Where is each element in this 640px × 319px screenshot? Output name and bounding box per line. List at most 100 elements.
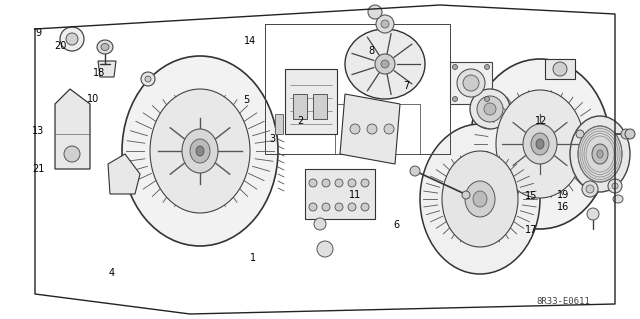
Circle shape	[462, 191, 470, 199]
Ellipse shape	[420, 124, 540, 274]
Ellipse shape	[536, 139, 544, 149]
Ellipse shape	[625, 129, 635, 139]
Circle shape	[576, 130, 584, 138]
Ellipse shape	[101, 43, 109, 50]
Circle shape	[608, 179, 622, 193]
Circle shape	[145, 76, 151, 82]
Circle shape	[335, 179, 343, 187]
Text: 6: 6	[394, 220, 400, 230]
Text: 7: 7	[403, 81, 410, 91]
Circle shape	[621, 129, 631, 139]
Circle shape	[586, 185, 594, 193]
Circle shape	[309, 203, 317, 211]
Ellipse shape	[531, 133, 549, 155]
Ellipse shape	[97, 40, 113, 54]
Circle shape	[452, 64, 458, 70]
Circle shape	[410, 166, 420, 176]
Circle shape	[484, 97, 490, 101]
Circle shape	[314, 218, 326, 230]
Bar	[305, 169, 375, 219]
Circle shape	[141, 72, 155, 86]
Ellipse shape	[597, 150, 603, 158]
Text: 16: 16	[557, 202, 570, 212]
Circle shape	[375, 54, 395, 74]
Ellipse shape	[465, 181, 495, 217]
Circle shape	[367, 124, 377, 134]
Ellipse shape	[150, 89, 250, 213]
Ellipse shape	[122, 56, 278, 246]
Circle shape	[66, 33, 78, 45]
Circle shape	[612, 183, 618, 189]
Circle shape	[457, 69, 485, 97]
Circle shape	[484, 64, 490, 70]
Circle shape	[381, 60, 389, 68]
Ellipse shape	[592, 144, 608, 164]
Ellipse shape	[470, 89, 510, 129]
Text: 11: 11	[349, 189, 362, 200]
Circle shape	[335, 203, 343, 211]
Circle shape	[361, 179, 369, 187]
Text: 1: 1	[250, 253, 256, 263]
Text: 8R33-E0611: 8R33-E0611	[536, 296, 590, 306]
Bar	[293, 94, 307, 119]
Ellipse shape	[578, 126, 622, 182]
Text: 8: 8	[368, 46, 374, 56]
Circle shape	[348, 203, 356, 211]
Bar	[285, 69, 337, 134]
Circle shape	[309, 179, 317, 187]
Text: 3: 3	[269, 134, 275, 144]
Circle shape	[60, 27, 84, 51]
Circle shape	[322, 203, 330, 211]
Text: 19: 19	[557, 189, 570, 200]
Bar	[450, 62, 492, 104]
Ellipse shape	[182, 129, 218, 173]
Circle shape	[368, 5, 382, 19]
Ellipse shape	[470, 59, 610, 229]
Circle shape	[582, 181, 598, 197]
Ellipse shape	[613, 195, 623, 203]
Circle shape	[376, 15, 394, 33]
Bar	[275, 114, 283, 134]
Text: 10: 10	[86, 94, 99, 104]
Circle shape	[381, 20, 389, 28]
Text: 4: 4	[109, 268, 115, 278]
Text: 9: 9	[35, 28, 42, 39]
Ellipse shape	[570, 116, 630, 192]
Text: 15: 15	[525, 191, 538, 201]
Ellipse shape	[473, 191, 487, 207]
Polygon shape	[545, 59, 575, 79]
Polygon shape	[98, 61, 116, 77]
Bar	[313, 94, 327, 119]
Polygon shape	[108, 154, 140, 194]
Polygon shape	[340, 94, 400, 164]
Circle shape	[317, 241, 333, 257]
Circle shape	[361, 203, 369, 211]
Text: 14: 14	[243, 36, 256, 47]
Circle shape	[64, 146, 80, 162]
Ellipse shape	[496, 90, 584, 198]
Text: 17: 17	[525, 225, 538, 235]
Ellipse shape	[196, 146, 204, 156]
Text: 2: 2	[298, 116, 304, 126]
Text: 12: 12	[534, 116, 547, 126]
Circle shape	[322, 179, 330, 187]
Text: 5: 5	[243, 95, 250, 106]
Circle shape	[587, 208, 599, 220]
Polygon shape	[55, 89, 90, 169]
Ellipse shape	[442, 151, 518, 247]
Circle shape	[452, 97, 458, 101]
Ellipse shape	[484, 103, 496, 115]
Text: 13: 13	[32, 126, 45, 136]
Ellipse shape	[477, 96, 503, 122]
Text: 21: 21	[32, 164, 45, 174]
Text: 20: 20	[54, 41, 67, 51]
Text: 18: 18	[93, 68, 106, 78]
Circle shape	[384, 124, 394, 134]
Ellipse shape	[523, 124, 557, 164]
Circle shape	[553, 62, 567, 76]
Ellipse shape	[190, 139, 210, 163]
Ellipse shape	[345, 29, 425, 99]
Circle shape	[463, 75, 479, 91]
Circle shape	[350, 124, 360, 134]
Circle shape	[348, 179, 356, 187]
